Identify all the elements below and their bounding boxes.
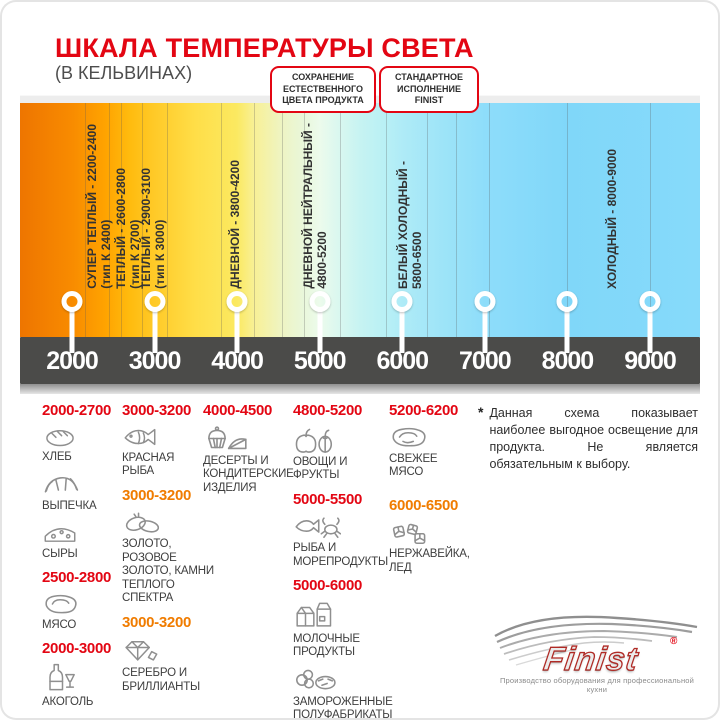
- segment-divider: [427, 103, 429, 337]
- food-column-5: 5200-6200 СВЕЖЕЕ МЯСО 6000-6500 НЕРЖАВЕЙ…: [389, 402, 484, 584]
- food-label: ВЫПЕЧКА: [42, 500, 97, 513]
- ice-icon: [392, 523, 426, 545]
- food-column-2: 3000-3200 КРАСНАЯ РЫБА 3000-3200 ЗОЛОТО,…: [122, 402, 222, 704]
- segment-divider: [385, 103, 387, 337]
- seafood-icon: [295, 517, 341, 539]
- food-label: ХЛЕБ: [42, 450, 72, 463]
- footnote-text: Данная схема показывает наиболее выгодно…: [489, 406, 698, 471]
- diamond-icon: [125, 641, 158, 662]
- callout-line: ИСПОЛНЕНИЕ: [396, 83, 461, 94]
- food-label: ОВОЩИ И ФРУКТЫ: [293, 455, 348, 482]
- alcohol-icon: [49, 663, 75, 691]
- food-label: НЕРЖАВЕЙКА, ЛЕД: [389, 548, 470, 574]
- tick-2000: 2000: [46, 347, 99, 375]
- segment-divider: [220, 103, 222, 337]
- footnote: * Данная схема показывает наиболее выгод…: [478, 405, 698, 473]
- fresh-meat-icon: [392, 427, 426, 447]
- rings-icon: [125, 512, 160, 533]
- segment-divider: [253, 103, 255, 337]
- callout-line: СТАНДАРТНОЕ: [394, 72, 463, 82]
- finist-logo: Finist ® Производство оборудования для п…: [492, 610, 702, 694]
- range-heading: 3000-3200: [122, 613, 192, 631]
- range-heading: 6000-6500: [389, 496, 459, 514]
- spectrum-label-daylight: ДНЕВНОЙ - 3800-4200: [227, 160, 242, 289]
- spectrum-label-cold: ХОЛОДНЫЙ - 8000-9000: [605, 149, 620, 289]
- dessert-icon: [208, 425, 247, 449]
- range-heading: 2500-2800: [42, 569, 112, 587]
- food-label: МЯСО: [42, 618, 77, 631]
- segment-divider: [567, 103, 569, 337]
- segment-divider: [142, 103, 144, 337]
- segment-divider: [282, 103, 284, 337]
- range-heading: 5000-6000: [293, 577, 363, 595]
- food-label: СЕРЕБРО И БРИЛЛИАНТЫ: [122, 667, 201, 693]
- segment-divider: [649, 103, 651, 337]
- segment-divider: [166, 103, 168, 337]
- range-heading: 2000-2700: [42, 402, 112, 419]
- food-column-1: 2000-2700 ХЛЕБ ВЫПЕЧКА СЫРЫ 250: [42, 402, 120, 718]
- finist-tagline: Производство оборудования для профессион…: [499, 676, 695, 694]
- callout-preserve-color: СОХРАНЕНИЕ ЕСТЕСТВЕННОГО ЦВЕТА ПРОДУКТА: [270, 66, 376, 114]
- range-heading: 4000-4500: [203, 402, 273, 419]
- frozen-icon: [296, 669, 336, 690]
- spectrum-label-super-warm: СУПЕР ТЕПЛЫЙ - 2200-2400 (тип К 2400): [84, 124, 113, 289]
- cheese-icon: [44, 527, 76, 542]
- fish-icon: [124, 428, 156, 445]
- range-heading: 3000-3200: [122, 402, 192, 419]
- food-label: КРАСНАЯ РЫБА: [122, 451, 175, 478]
- tick-7000: 7000: [459, 347, 512, 375]
- tick-9000: 9000: [624, 347, 677, 375]
- scale-bar-shadow: [20, 384, 700, 394]
- spectrum-label-warm-3000: ТЕПЛЫЙ - 2900-3100 (тип К 3000): [139, 168, 167, 289]
- kelvin-gradient-bar: СУПЕР ТЕПЛЫЙ - 2200-2400 (тип К 2400) ТЕП…: [20, 103, 700, 337]
- food-label: ЗОЛОТО, РОЗОВОЕ ЗОЛОТО, КАМНИ ТЕПЛОГО СП…: [122, 538, 214, 605]
- callout-standard-finist: СТАНДАРТНОЕ ИСПОЛНЕНИЕ FINIST: [379, 66, 479, 114]
- range-heading: 4800-5200: [293, 402, 363, 419]
- croissant-icon: [44, 477, 79, 493]
- tick-8000: 8000: [541, 347, 595, 375]
- food-label: АКОГОЛЬ: [42, 695, 94, 708]
- segment-divider: [84, 103, 86, 337]
- food-label: РЫБА И МОРЕПРОДУКТЫ: [293, 542, 388, 568]
- segment-divider: [121, 103, 123, 337]
- food-label: СВЕЖЕЕ МЯСО: [389, 452, 438, 479]
- page-title: ШКАЛА ТЕМПЕРАТУРЫ СВЕТА: [55, 33, 474, 63]
- tick-4000: 4000: [211, 347, 264, 375]
- callout-line: ЦВЕТА ПРОДУКТА: [282, 95, 364, 106]
- spectrum-label-cold-white: БЕЛЫЙ ХОЛОДНЫЙ -5800-6500: [396, 161, 424, 289]
- segment-divider: [303, 103, 305, 337]
- food-label: МОЛОЧНЫЕ ПРОДУКТЫ: [293, 632, 360, 659]
- asterisk-marker: *: [478, 404, 484, 420]
- finist-brand-text: Finist: [541, 639, 642, 677]
- range-heading: 3000-3200: [122, 486, 192, 504]
- segment-divider: [109, 103, 111, 337]
- finist-wings-icon: [494, 615, 698, 666]
- food-label: СЫРЫ: [42, 547, 78, 560]
- food-column-4: 4800-5200 ОВОЩИ И ФРУКТЫ 5000-5500 РЫБА …: [293, 402, 425, 720]
- callout-line: ЕСТЕСТВЕННОГО: [282, 83, 364, 94]
- callout-line: СОХРАНЕНИЕ: [291, 72, 355, 82]
- vegetables-icon: [295, 428, 333, 453]
- range-heading: 5200-6200: [389, 402, 459, 419]
- food-label: ДЕСЕРТЫ И КОНДИТЕРСКИЕ ИЗДЕЛИЯ: [203, 454, 294, 494]
- meat-icon: [45, 594, 77, 614]
- segment-divider: [340, 103, 342, 337]
- food-label: ЗАМОРОЖЕННЫЕ ПОЛУФАБРИКАТЫ: [293, 695, 393, 720]
- bread-icon: [46, 429, 74, 446]
- segment-divider: [455, 103, 457, 337]
- page-subtitle: (В КЕЛЬВИНАХ): [55, 63, 193, 83]
- range-heading: 2000-3000: [42, 640, 112, 658]
- callout-line: FINIST: [414, 95, 444, 106]
- kelvin-scale-bar: 2000 3000 4000 5000 6000 7000 8000 9000: [20, 337, 700, 384]
- range-heading: 5000-5500: [293, 490, 363, 508]
- tick-3000: 3000: [128, 347, 182, 375]
- dairy-icon: [296, 602, 332, 627]
- food-column-3: 4000-4500 ДЕСЕРТЫ И КОНДИТЕРСКИЕ ИЗДЕЛИЯ: [203, 402, 298, 504]
- spectrum-label-neutral-daylight: ДНЕВНОЙ НЕЙТРАЛЬНЫЙ -4800-5200: [301, 123, 330, 289]
- registered-mark: ®: [670, 636, 678, 647]
- tick-6000: 6000: [376, 347, 429, 375]
- segment-divider: [489, 103, 491, 337]
- tick-5000: 5000: [293, 347, 347, 375]
